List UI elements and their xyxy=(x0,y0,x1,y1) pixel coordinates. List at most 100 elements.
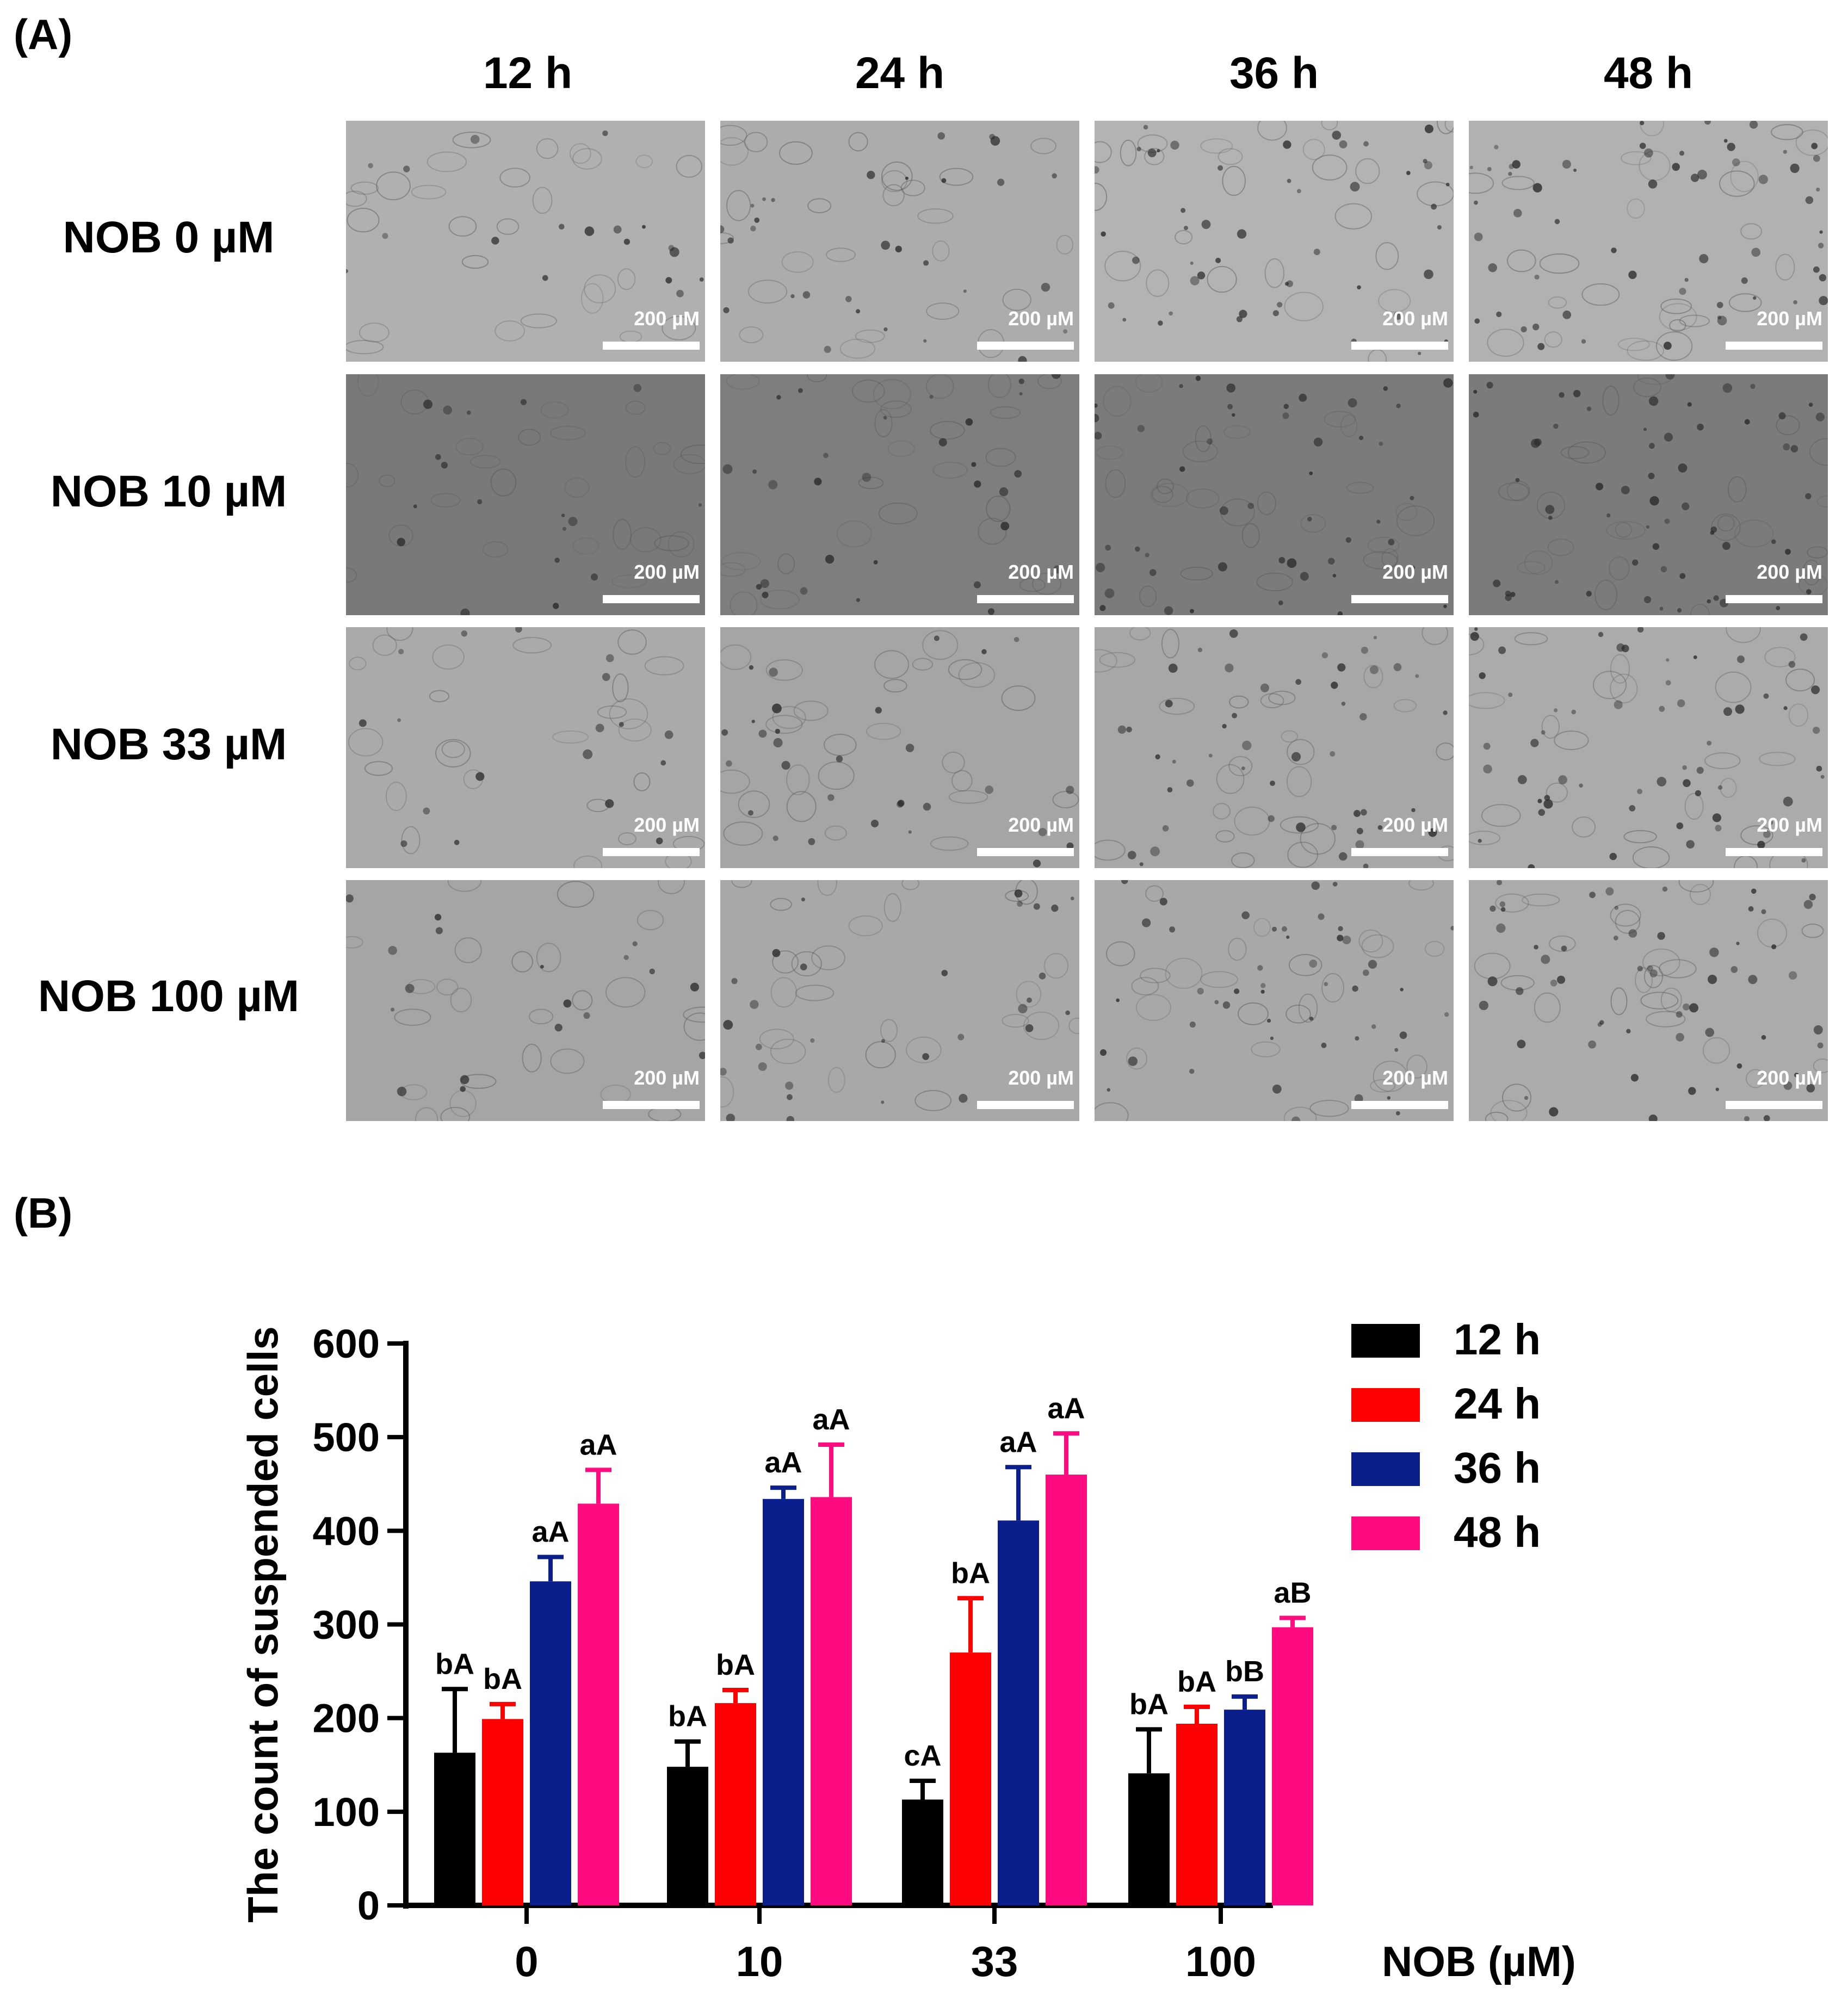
bar xyxy=(763,1499,804,1905)
scale-bar xyxy=(1351,1101,1448,1109)
x-axis-label: NOB (µM) xyxy=(1382,1937,1576,1985)
scale-bar xyxy=(977,1101,1074,1109)
scale-bar xyxy=(603,1101,700,1109)
scale-bar-label: 200 µM xyxy=(1757,561,1822,583)
scale-bar xyxy=(1726,342,1822,350)
legend-label: 48 h xyxy=(1454,1508,1541,1556)
scale-bar xyxy=(977,848,1074,856)
micrograph-row2-col4: 200 µM xyxy=(1469,374,1828,615)
scale-bar-label: 200 µM xyxy=(1008,814,1074,836)
bar xyxy=(530,1581,571,1905)
scale-bar-label: 200 µM xyxy=(1008,561,1074,583)
scale-bar xyxy=(1351,595,1448,603)
scale-bar xyxy=(603,595,700,603)
micrograph-row3-col3: 200 µM xyxy=(1095,627,1454,868)
significance-label: bB xyxy=(1225,1655,1264,1688)
bar xyxy=(482,1719,523,1905)
scale-bar xyxy=(1351,342,1448,350)
bar xyxy=(1176,1723,1217,1905)
micrograph-row1-col2: 200 µM xyxy=(720,121,1079,362)
micrograph-row2-col3: 200 µM xyxy=(1095,374,1454,615)
x-tick-label: 33 xyxy=(971,1937,1018,1985)
y-tick-label: 600 xyxy=(313,1321,380,1366)
bar xyxy=(1272,1627,1313,1905)
row-header-nob-10: NOB 10 µM xyxy=(50,467,287,516)
scale-bar-label: 200 µM xyxy=(1382,307,1448,330)
scale-bar xyxy=(603,342,700,350)
column-header-12h: 12 h xyxy=(483,48,573,98)
significance-label: aA xyxy=(812,1403,850,1436)
legend-label: 36 h xyxy=(1454,1444,1541,1492)
significance-label: aA xyxy=(764,1446,802,1479)
significance-label: bA xyxy=(951,1557,990,1589)
significance-label: bA xyxy=(435,1648,474,1680)
significance-label: bA xyxy=(668,1700,707,1733)
legend-swatch xyxy=(1351,1388,1420,1422)
significance-label: bA xyxy=(1177,1666,1216,1698)
scale-bar xyxy=(603,848,700,856)
y-axis-label: The count of suspended cells xyxy=(239,1326,287,1923)
y-tick-label: 0 xyxy=(357,1883,380,1928)
x-tick-label: 100 xyxy=(1185,1937,1256,1985)
scale-bar-label: 200 µM xyxy=(1008,307,1074,330)
micrograph-row1-col1: 200 µM xyxy=(346,121,705,362)
legend-label: 24 h xyxy=(1454,1379,1541,1428)
scale-bar xyxy=(1726,595,1822,603)
micrograph-row4-col2: 200 µM xyxy=(720,880,1079,1121)
bar xyxy=(998,1520,1039,1905)
scale-bar-label: 200 µM xyxy=(634,307,700,330)
row-header-nob-33: NOB 33 µM xyxy=(50,720,287,769)
scale-bar-label: 200 µM xyxy=(634,561,700,583)
significance-label: bA xyxy=(1129,1688,1169,1720)
significance-label: aB xyxy=(1274,1576,1311,1609)
y-tick-label: 100 xyxy=(313,1790,380,1835)
bar xyxy=(434,1753,475,1905)
scale-bar xyxy=(1726,848,1822,856)
micrograph-row4-col1: 200 µM xyxy=(346,880,705,1121)
micrograph-row1-col4: 200 µM xyxy=(1469,121,1828,362)
significance-label: bA xyxy=(483,1663,522,1695)
micrograph-row3-col1: 200 µM xyxy=(346,627,705,868)
scale-bar xyxy=(977,595,1074,603)
legend-swatch xyxy=(1351,1516,1420,1550)
bar xyxy=(950,1652,991,1905)
significance-label: bA xyxy=(716,1649,755,1681)
bar xyxy=(667,1767,708,1905)
scale-bar xyxy=(1351,848,1448,856)
micrograph-row4-col4: 200 µM xyxy=(1469,880,1828,1121)
scale-bar-label: 200 µM xyxy=(1382,561,1448,583)
micrograph-row4-col3: 200 µM xyxy=(1095,880,1454,1121)
y-tick-label: 200 xyxy=(313,1696,380,1741)
scale-bar xyxy=(977,342,1074,350)
row-header-nob-0: NOB 0 µM xyxy=(63,213,275,262)
x-tick-label: 0 xyxy=(515,1937,538,1985)
legend-swatch xyxy=(1351,1324,1420,1358)
panel-b-label: (B) xyxy=(14,1189,73,1237)
column-header-24h: 24 h xyxy=(855,48,945,98)
bar xyxy=(1128,1773,1170,1905)
y-tick-label: 500 xyxy=(313,1415,380,1460)
micrograph-row2-col1: 200 µM xyxy=(346,374,705,615)
panel-a-label: (A) xyxy=(14,10,73,58)
column-header-48h: 48 h xyxy=(1603,48,1694,98)
bar xyxy=(1046,1475,1087,1905)
scale-bar-label: 200 µM xyxy=(634,1067,700,1089)
scale-bar-label: 200 µM xyxy=(1757,814,1822,836)
significance-label: aA xyxy=(579,1428,617,1461)
significance-label: aA xyxy=(531,1516,569,1549)
x-tick-label: 10 xyxy=(736,1937,783,1985)
bar xyxy=(715,1703,756,1905)
scale-bar-label: 200 µM xyxy=(634,814,700,836)
micrograph-row2-col2: 200 µM xyxy=(720,374,1079,615)
y-tick-label: 300 xyxy=(313,1602,380,1648)
significance-label: aA xyxy=(1047,1392,1085,1425)
legend-swatch xyxy=(1351,1452,1420,1486)
scale-bar-label: 200 µM xyxy=(1757,307,1822,330)
bar xyxy=(811,1497,852,1905)
significance-label: aA xyxy=(999,1426,1037,1458)
row-header-nob-100: NOB 100 µM xyxy=(38,971,300,1021)
micrograph-row3-col2: 200 µM xyxy=(720,627,1079,868)
scale-bar-label: 200 µM xyxy=(1382,814,1448,836)
legend-label: 12 h xyxy=(1454,1315,1541,1364)
